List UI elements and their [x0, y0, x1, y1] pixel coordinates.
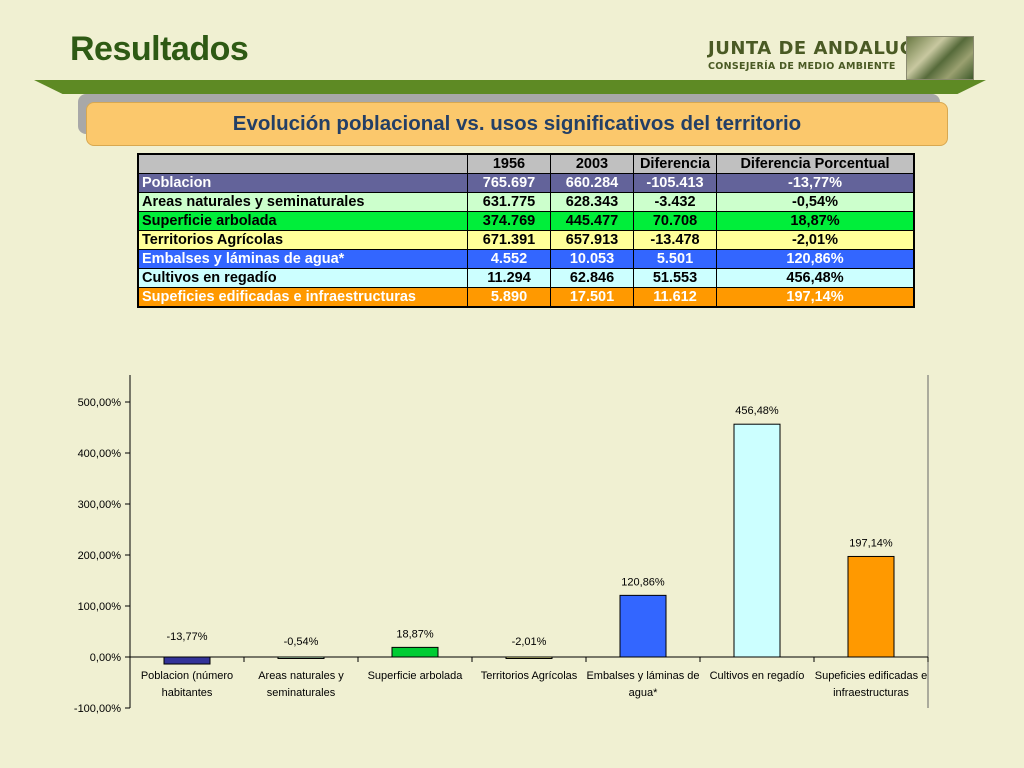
- value-difference: -3.432: [633, 192, 717, 212]
- bar: [163, 656, 211, 665]
- bar: [733, 423, 781, 658]
- table-header-cell: [137, 153, 468, 174]
- value-1956: 4.552: [467, 249, 551, 269]
- value-percent: 456,48%: [716, 268, 915, 288]
- value-percent: -0,54%: [716, 192, 915, 212]
- y-tick-label: 500,00%: [78, 397, 122, 409]
- x-tick-label: agua*: [629, 687, 658, 699]
- bar: [391, 646, 439, 658]
- y-tick-label: 300,00%: [78, 499, 122, 511]
- title-underline-bar: [34, 80, 986, 94]
- table-row: Poblacion 765.697 660.284 -105.413 -13,7…: [137, 173, 915, 193]
- logo-line2: CONSEJERÍA DE MEDIO AMBIENTE: [708, 61, 896, 72]
- x-tick-label: seminaturales: [267, 687, 336, 699]
- data-label: -0,54%: [284, 636, 319, 648]
- x-tick-label: Poblacion (número: [141, 670, 233, 682]
- x-tick-label: infraestructuras: [833, 687, 909, 699]
- data-label: 456,48%: [735, 405, 779, 417]
- x-tick-label: Supeficies edificadas e: [815, 670, 928, 682]
- value-2003: 10.053: [550, 249, 634, 269]
- x-tick-label: Areas naturales y: [258, 670, 344, 682]
- value-2003: 628.343: [550, 192, 634, 212]
- bar: [847, 555, 895, 658]
- table-header-cell: Diferencia Porcentual: [716, 153, 915, 174]
- value-2003: 445.477: [550, 211, 634, 231]
- table-row: Superficie arbolada 374.769 445.477 70.7…: [137, 211, 915, 231]
- data-label: -13,77%: [167, 631, 208, 643]
- value-1956: 671.391: [467, 230, 551, 250]
- junta-andalucia-logo: JUNTA DE ANDALUCIA CONSEJERÍA DE MEDIO A…: [708, 38, 935, 72]
- value-2003: 657.913: [550, 230, 634, 250]
- row-label: Territorios Agrícolas: [137, 230, 468, 250]
- data-label: -2,01%: [512, 636, 547, 648]
- x-tick-label: Territorios Agrícolas: [481, 670, 578, 682]
- table-row: Cultivos en regadío 11.294 62.846 51.553…: [137, 268, 915, 288]
- row-label: Cultivos en regadío: [137, 268, 468, 288]
- table-header-cell: Diferencia: [633, 153, 717, 174]
- bar: [505, 656, 553, 659]
- table-header-cell: 1956: [467, 153, 551, 174]
- page-title: Resultados: [70, 30, 249, 68]
- value-difference: 51.553: [633, 268, 717, 288]
- table-row: Supeficies edificadas e infraestructuras…: [137, 287, 915, 308]
- y-tick-label: 100,00%: [78, 601, 122, 613]
- value-percent: 18,87%: [716, 211, 915, 231]
- banner-text: Evolución poblacional vs. usos significa…: [232, 112, 802, 135]
- row-label: Supeficies edificadas e infraestructuras: [137, 287, 468, 308]
- bar: [619, 594, 667, 658]
- value-1956: 765.697: [467, 173, 551, 193]
- value-1956: 5.890: [467, 287, 551, 308]
- value-2003: 660.284: [550, 173, 634, 193]
- logo-line1: JUNTA DE ANDALUCIA: [708, 38, 936, 59]
- landscape-thumbnail: [906, 36, 974, 80]
- percent-difference-bar-chart: -100,00% 0,00% 100,00% 200,00% 300,00% 400,00…: [74, 375, 929, 715]
- table-row: Embalses y láminas de agua* 4.552 10.053…: [137, 249, 915, 269]
- value-difference: -105.413: [633, 173, 717, 193]
- value-percent: 120,86%: [716, 249, 915, 269]
- x-tick-label: Cultivos en regadío: [710, 670, 805, 682]
- x-tick-label: habitantes: [162, 687, 213, 699]
- results-table: 1956 2003 Diferencia Diferencia Porcentu…: [137, 153, 915, 308]
- value-1956: 374.769: [467, 211, 551, 231]
- value-1956: 631.775: [467, 192, 551, 212]
- value-difference: 11.612: [633, 287, 717, 308]
- data-label: 120,86%: [621, 576, 665, 588]
- value-2003: 62.846: [550, 268, 634, 288]
- value-percent: -2,01%: [716, 230, 915, 250]
- y-tick-label: -100,00%: [74, 703, 121, 715]
- value-2003: 17.501: [550, 287, 634, 308]
- value-1956: 11.294: [467, 268, 551, 288]
- data-label: 197,14%: [849, 537, 893, 549]
- y-tick-label: 0,00%: [90, 652, 121, 664]
- y-tick-label: 200,00%: [78, 550, 122, 562]
- x-tick-label: Embalses y láminas de: [586, 670, 699, 682]
- row-label: Superficie arbolada: [137, 211, 468, 231]
- value-percent: -13,77%: [716, 173, 915, 193]
- y-tick-label: 400,00%: [78, 448, 122, 460]
- section-banner: Evolución poblacional vs. usos significa…: [86, 102, 948, 146]
- row-label: Areas naturales y seminaturales: [137, 192, 468, 212]
- bar: [277, 656, 325, 659]
- value-percent: 197,14%: [716, 287, 915, 308]
- table-header-cell: 2003: [550, 153, 634, 174]
- row-label: Poblacion: [137, 173, 468, 193]
- value-difference: 70.708: [633, 211, 717, 231]
- x-tick-label: Superficie arbolada: [368, 670, 464, 682]
- table-row: Areas naturales y seminaturales 631.775 …: [137, 192, 915, 212]
- table-header-row: 1956 2003 Diferencia Diferencia Porcentu…: [137, 153, 915, 174]
- value-difference: -13.478: [633, 230, 717, 250]
- table-row: Territorios Agrícolas 671.391 657.913 -1…: [137, 230, 915, 250]
- data-label: 18,87%: [396, 628, 434, 640]
- row-label: Embalses y láminas de agua*: [137, 249, 468, 269]
- value-difference: 5.501: [633, 249, 717, 269]
